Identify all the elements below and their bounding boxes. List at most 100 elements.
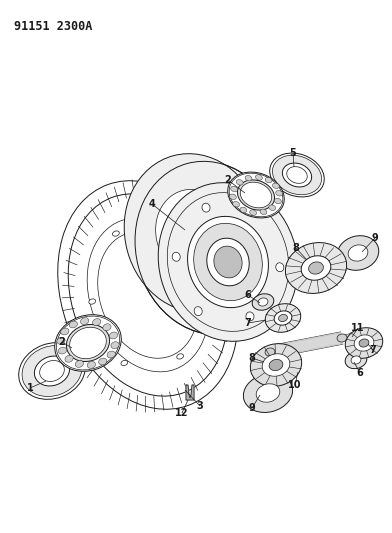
Text: 1: 1 — [27, 383, 33, 393]
Ellipse shape — [202, 203, 210, 212]
Ellipse shape — [236, 180, 243, 185]
Ellipse shape — [270, 153, 324, 197]
Ellipse shape — [269, 205, 276, 211]
Ellipse shape — [93, 319, 101, 326]
Ellipse shape — [70, 327, 106, 359]
Ellipse shape — [109, 332, 118, 339]
Text: 8: 8 — [292, 243, 299, 253]
Ellipse shape — [282, 163, 312, 187]
Ellipse shape — [354, 335, 374, 351]
Ellipse shape — [274, 311, 292, 325]
Text: 10: 10 — [288, 380, 302, 390]
Ellipse shape — [66, 325, 110, 361]
Text: 2: 2 — [59, 337, 65, 347]
Ellipse shape — [65, 356, 73, 362]
Ellipse shape — [58, 181, 238, 409]
Ellipse shape — [250, 344, 302, 386]
Ellipse shape — [262, 354, 290, 376]
Ellipse shape — [200, 286, 207, 291]
Ellipse shape — [238, 180, 274, 210]
Ellipse shape — [194, 223, 262, 301]
Ellipse shape — [55, 314, 121, 372]
Ellipse shape — [265, 348, 275, 356]
Ellipse shape — [58, 347, 67, 354]
Ellipse shape — [80, 318, 89, 325]
Ellipse shape — [240, 182, 272, 208]
Ellipse shape — [113, 231, 119, 236]
Ellipse shape — [99, 358, 107, 365]
Ellipse shape — [187, 216, 269, 308]
Ellipse shape — [177, 354, 183, 359]
Ellipse shape — [111, 342, 119, 349]
Ellipse shape — [158, 183, 298, 341]
Text: 2: 2 — [225, 175, 231, 185]
Ellipse shape — [272, 155, 321, 195]
Ellipse shape — [171, 269, 219, 308]
Text: 9: 9 — [249, 403, 255, 413]
Text: 7: 7 — [370, 345, 376, 355]
Ellipse shape — [19, 343, 85, 399]
Text: 4: 4 — [149, 199, 155, 209]
Ellipse shape — [233, 201, 240, 207]
Ellipse shape — [172, 252, 180, 261]
Ellipse shape — [240, 207, 247, 213]
Text: 5: 5 — [290, 148, 296, 158]
Ellipse shape — [287, 167, 307, 183]
Ellipse shape — [245, 175, 252, 181]
Ellipse shape — [229, 194, 236, 199]
Ellipse shape — [61, 328, 69, 335]
Ellipse shape — [89, 299, 96, 304]
Ellipse shape — [246, 312, 254, 321]
Ellipse shape — [254, 208, 262, 217]
Ellipse shape — [252, 294, 274, 310]
Ellipse shape — [272, 183, 279, 189]
Text: 6: 6 — [245, 290, 251, 300]
Ellipse shape — [173, 172, 227, 214]
Ellipse shape — [250, 210, 256, 215]
Ellipse shape — [124, 154, 264, 312]
Ellipse shape — [135, 161, 285, 335]
Ellipse shape — [22, 345, 82, 397]
Ellipse shape — [231, 186, 238, 192]
Polygon shape — [186, 385, 194, 400]
Text: 6: 6 — [357, 368, 363, 378]
Ellipse shape — [207, 238, 249, 286]
Ellipse shape — [348, 245, 368, 261]
Ellipse shape — [265, 304, 301, 332]
Ellipse shape — [279, 314, 287, 321]
Ellipse shape — [359, 339, 369, 347]
Ellipse shape — [260, 209, 267, 214]
Ellipse shape — [274, 198, 281, 204]
Text: 9: 9 — [372, 233, 378, 243]
Ellipse shape — [75, 360, 83, 367]
Ellipse shape — [345, 351, 367, 369]
Ellipse shape — [309, 262, 323, 274]
Ellipse shape — [269, 359, 283, 370]
Ellipse shape — [40, 360, 64, 382]
Ellipse shape — [337, 334, 347, 342]
Ellipse shape — [301, 256, 331, 280]
Ellipse shape — [258, 298, 268, 306]
Ellipse shape — [226, 238, 278, 278]
Ellipse shape — [351, 356, 361, 364]
Text: 7: 7 — [245, 318, 251, 328]
Ellipse shape — [337, 236, 379, 270]
Ellipse shape — [156, 189, 232, 277]
Ellipse shape — [256, 384, 280, 402]
Ellipse shape — [345, 328, 383, 358]
Ellipse shape — [285, 243, 347, 294]
Text: 11: 11 — [351, 323, 365, 333]
Ellipse shape — [34, 356, 70, 386]
Text: 12: 12 — [175, 408, 189, 418]
Ellipse shape — [107, 351, 115, 358]
Ellipse shape — [228, 172, 284, 218]
Ellipse shape — [69, 321, 77, 328]
Ellipse shape — [276, 190, 283, 196]
Ellipse shape — [214, 246, 242, 278]
Ellipse shape — [276, 263, 284, 272]
Ellipse shape — [243, 374, 293, 413]
Ellipse shape — [87, 361, 96, 368]
Ellipse shape — [121, 360, 128, 366]
Text: 91151 2300A: 91151 2300A — [14, 20, 93, 33]
Ellipse shape — [87, 218, 209, 372]
